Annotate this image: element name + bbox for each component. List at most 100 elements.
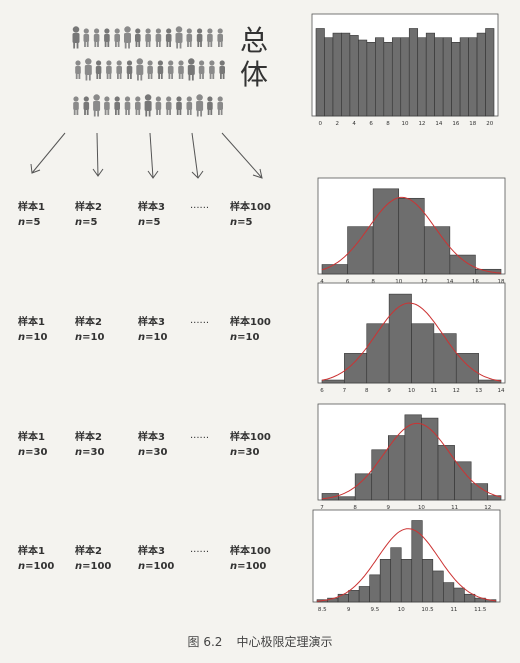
sample-size-value: =30 bbox=[82, 447, 105, 458]
ellipsis: ...... bbox=[190, 315, 210, 326]
sample-label: 样本3 bbox=[138, 202, 165, 213]
tick-label: 14 bbox=[446, 279, 453, 285]
person-icon bbox=[104, 28, 110, 47]
person-icon bbox=[116, 60, 122, 79]
bar bbox=[321, 379, 345, 384]
sample-size-symbol: n bbox=[75, 561, 83, 572]
person-icon bbox=[124, 96, 131, 115]
sample-label: 样本2 bbox=[75, 317, 102, 328]
bar bbox=[372, 188, 400, 275]
sample-size: n=10 bbox=[75, 330, 135, 345]
sample-size: n=30 bbox=[18, 445, 78, 460]
sample-label: 样本1 bbox=[18, 546, 45, 557]
tick-label: 4 bbox=[320, 279, 324, 285]
person-icon bbox=[217, 28, 223, 47]
sample-size-symbol: n bbox=[138, 561, 146, 572]
person-icon bbox=[83, 96, 90, 115]
sample-size-value: =5 bbox=[145, 217, 161, 228]
sample-size-symbol: n bbox=[75, 447, 83, 458]
sample-cell: 样本100 n=100 bbox=[230, 544, 290, 574]
sample-size-value: =30 bbox=[237, 447, 260, 458]
bar bbox=[347, 226, 374, 275]
sample-size-symbol: n bbox=[75, 332, 83, 343]
sample-label: 样本3 bbox=[138, 546, 165, 557]
population-label: 总 体 bbox=[240, 24, 268, 92]
sample-size: n=30 bbox=[138, 445, 198, 460]
bar bbox=[453, 587, 465, 603]
bar bbox=[478, 379, 502, 384]
sample-size: n=5 bbox=[138, 215, 198, 230]
sample-size: n=5 bbox=[230, 215, 290, 230]
tick-label: 18 bbox=[498, 279, 505, 285]
person-icon bbox=[196, 28, 203, 47]
sample-row-1: 样本1 n=5 样本2 n=5 样本3 n=5 样本100 n=5...... bbox=[0, 200, 300, 240]
person-icon bbox=[186, 96, 193, 115]
arrow-3 bbox=[149, 132, 154, 179]
bar bbox=[390, 547, 402, 603]
sample-label: 样本3 bbox=[138, 317, 165, 328]
person-icon bbox=[144, 94, 152, 117]
bar bbox=[485, 28, 495, 117]
bar bbox=[432, 570, 444, 603]
sample-size-value: =10 bbox=[25, 332, 48, 343]
bar bbox=[434, 37, 444, 117]
person-icon bbox=[114, 96, 120, 115]
bar bbox=[366, 323, 390, 384]
bar bbox=[411, 323, 435, 384]
bar bbox=[408, 28, 419, 117]
person-icon bbox=[93, 28, 100, 47]
bar bbox=[464, 593, 476, 603]
sample-size-value: =5 bbox=[82, 217, 98, 228]
bar bbox=[348, 590, 360, 603]
bar bbox=[321, 493, 339, 501]
normal-curve bbox=[321, 302, 502, 382]
tick-label: 10 bbox=[398, 607, 405, 613]
tick-label: 14 bbox=[498, 388, 505, 394]
sample-size: n=5 bbox=[75, 215, 135, 230]
person-icon bbox=[104, 96, 110, 115]
sample-size-value: =100 bbox=[145, 561, 175, 572]
sample-cell: 样本2 n=5 bbox=[75, 200, 135, 230]
sample-row-4: 样本1 n=100 样本2 n=100 样本3 n=100 样本100 n=100...... bbox=[0, 544, 300, 584]
person-icon bbox=[187, 58, 195, 81]
bar bbox=[398, 197, 425, 275]
tick-label: 14 bbox=[435, 121, 442, 127]
bar bbox=[375, 37, 385, 117]
tick-label: 11 bbox=[430, 388, 437, 394]
sample-size: n=30 bbox=[230, 445, 290, 460]
person-icon bbox=[75, 60, 81, 79]
bar bbox=[485, 599, 497, 603]
normal-curve bbox=[321, 422, 502, 500]
person-icon bbox=[135, 96, 141, 115]
sampling-arrows bbox=[30, 132, 263, 179]
sample-label: 样本100 bbox=[230, 432, 271, 443]
bar bbox=[433, 333, 457, 384]
person-icon bbox=[165, 28, 172, 47]
sample-size-value: =10 bbox=[145, 332, 168, 343]
person-icon bbox=[209, 60, 215, 79]
person-icon bbox=[198, 60, 205, 79]
sample-label: 样本100 bbox=[230, 317, 271, 328]
bar bbox=[400, 37, 410, 117]
bar bbox=[400, 559, 413, 603]
bar bbox=[459, 37, 469, 117]
bar bbox=[475, 268, 502, 275]
tick-label: 10 bbox=[408, 388, 415, 394]
sample-size: n=30 bbox=[75, 445, 135, 460]
sample-size-value: =5 bbox=[237, 217, 253, 228]
bar bbox=[417, 37, 427, 117]
bar bbox=[383, 42, 393, 117]
tick-label: 9 bbox=[347, 607, 351, 613]
person-icon bbox=[106, 60, 112, 79]
sample-cell: 样本3 n=30 bbox=[138, 430, 198, 460]
bar bbox=[442, 37, 452, 117]
sample-size-symbol: n bbox=[18, 561, 26, 572]
bar bbox=[337, 593, 349, 603]
sample-size-symbol: n bbox=[230, 332, 238, 343]
tick-label: 11 bbox=[451, 505, 458, 511]
bar bbox=[391, 37, 402, 117]
bar bbox=[344, 353, 368, 384]
tick-label: 10 bbox=[418, 505, 425, 511]
sample-size-symbol: n bbox=[18, 332, 26, 343]
tick-label: 6 bbox=[320, 388, 324, 394]
